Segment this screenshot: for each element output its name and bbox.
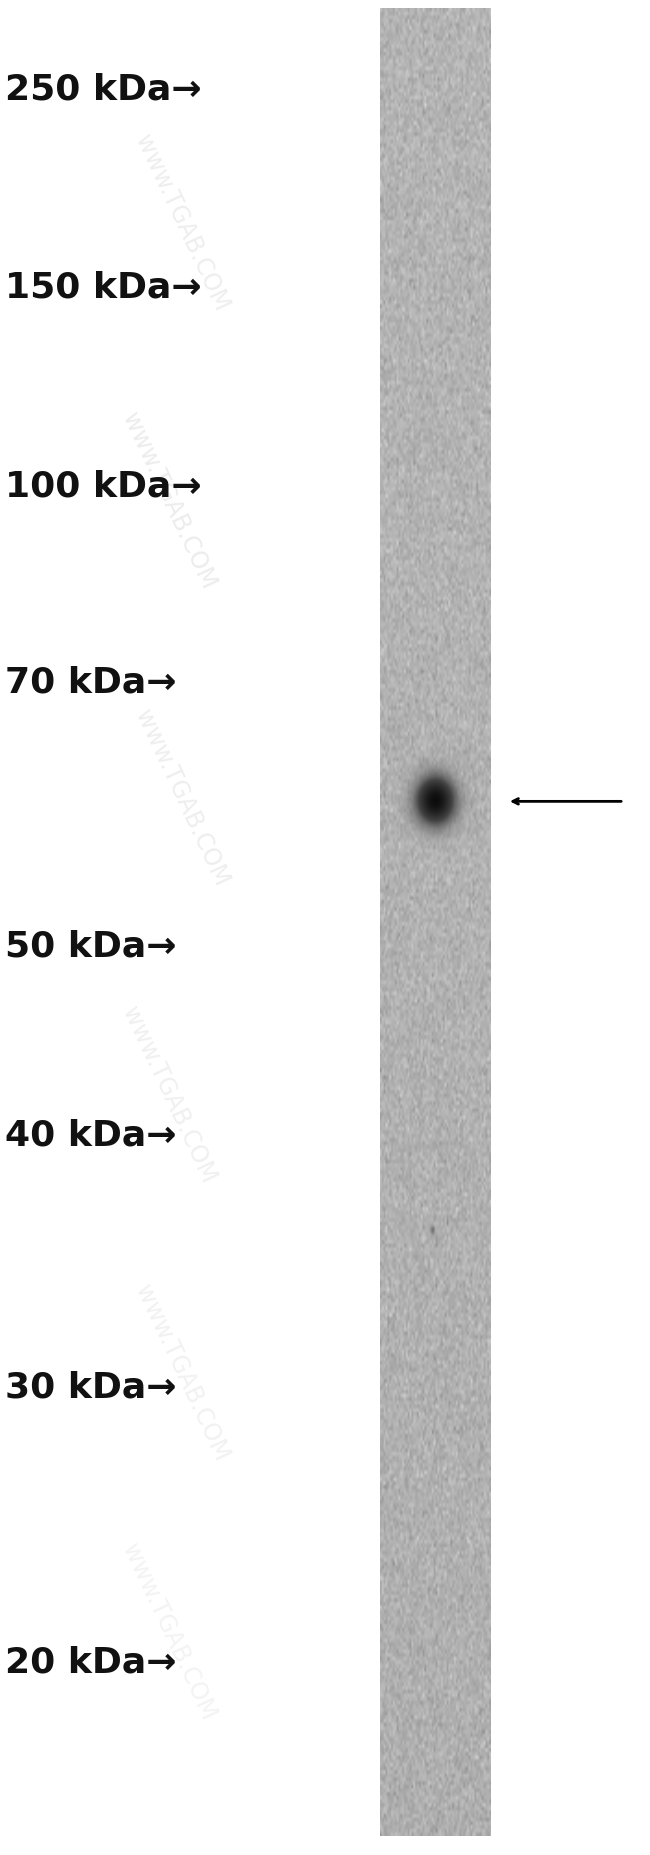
Text: 50 kDa→: 50 kDa→ (5, 929, 177, 963)
Text: 70 kDa→: 70 kDa→ (5, 666, 177, 699)
Text: 40 kDa→: 40 kDa→ (5, 1119, 177, 1152)
Text: www.TGAB.COM: www.TGAB.COM (118, 1002, 220, 1187)
Text: www.TGAB.COM: www.TGAB.COM (118, 1540, 220, 1725)
Text: 20 kDa→: 20 kDa→ (5, 1645, 177, 1679)
Text: 150 kDa→: 150 kDa→ (5, 271, 201, 304)
Text: 100 kDa→: 100 kDa→ (5, 469, 201, 503)
Text: www.TGAB.COM: www.TGAB.COM (131, 705, 233, 890)
Text: www.TGAB.COM: www.TGAB.COM (131, 1280, 233, 1465)
Text: 250 kDa→: 250 kDa→ (5, 72, 201, 106)
Text: 30 kDa→: 30 kDa→ (5, 1371, 177, 1404)
Text: www.TGAB.COM: www.TGAB.COM (118, 408, 220, 594)
Text: www.TGAB.COM: www.TGAB.COM (131, 130, 233, 315)
